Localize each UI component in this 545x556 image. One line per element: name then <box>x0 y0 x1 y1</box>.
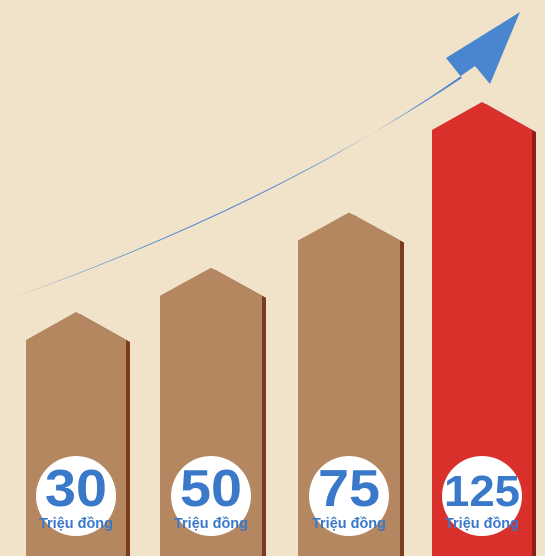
value-label-30: 30 <box>45 460 107 518</box>
unit-label-50: Triệu đồng <box>174 515 248 532</box>
value-badge-125 <box>442 456 522 536</box>
value-label-50: 50 <box>180 460 242 518</box>
unit-label-30: Triệu đồng <box>39 515 113 532</box>
unit-label-125: Triệu đồng <box>445 515 519 532</box>
value-label-75: 75 <box>318 460 380 518</box>
value-badge-75 <box>309 456 389 536</box>
value-badge-50 <box>171 456 251 536</box>
value-label-125: 125 <box>444 467 520 516</box>
value-badge-30 <box>36 456 116 536</box>
bar-125 <box>432 102 532 556</box>
unit-label-75: Triệu đồng <box>312 515 386 532</box>
